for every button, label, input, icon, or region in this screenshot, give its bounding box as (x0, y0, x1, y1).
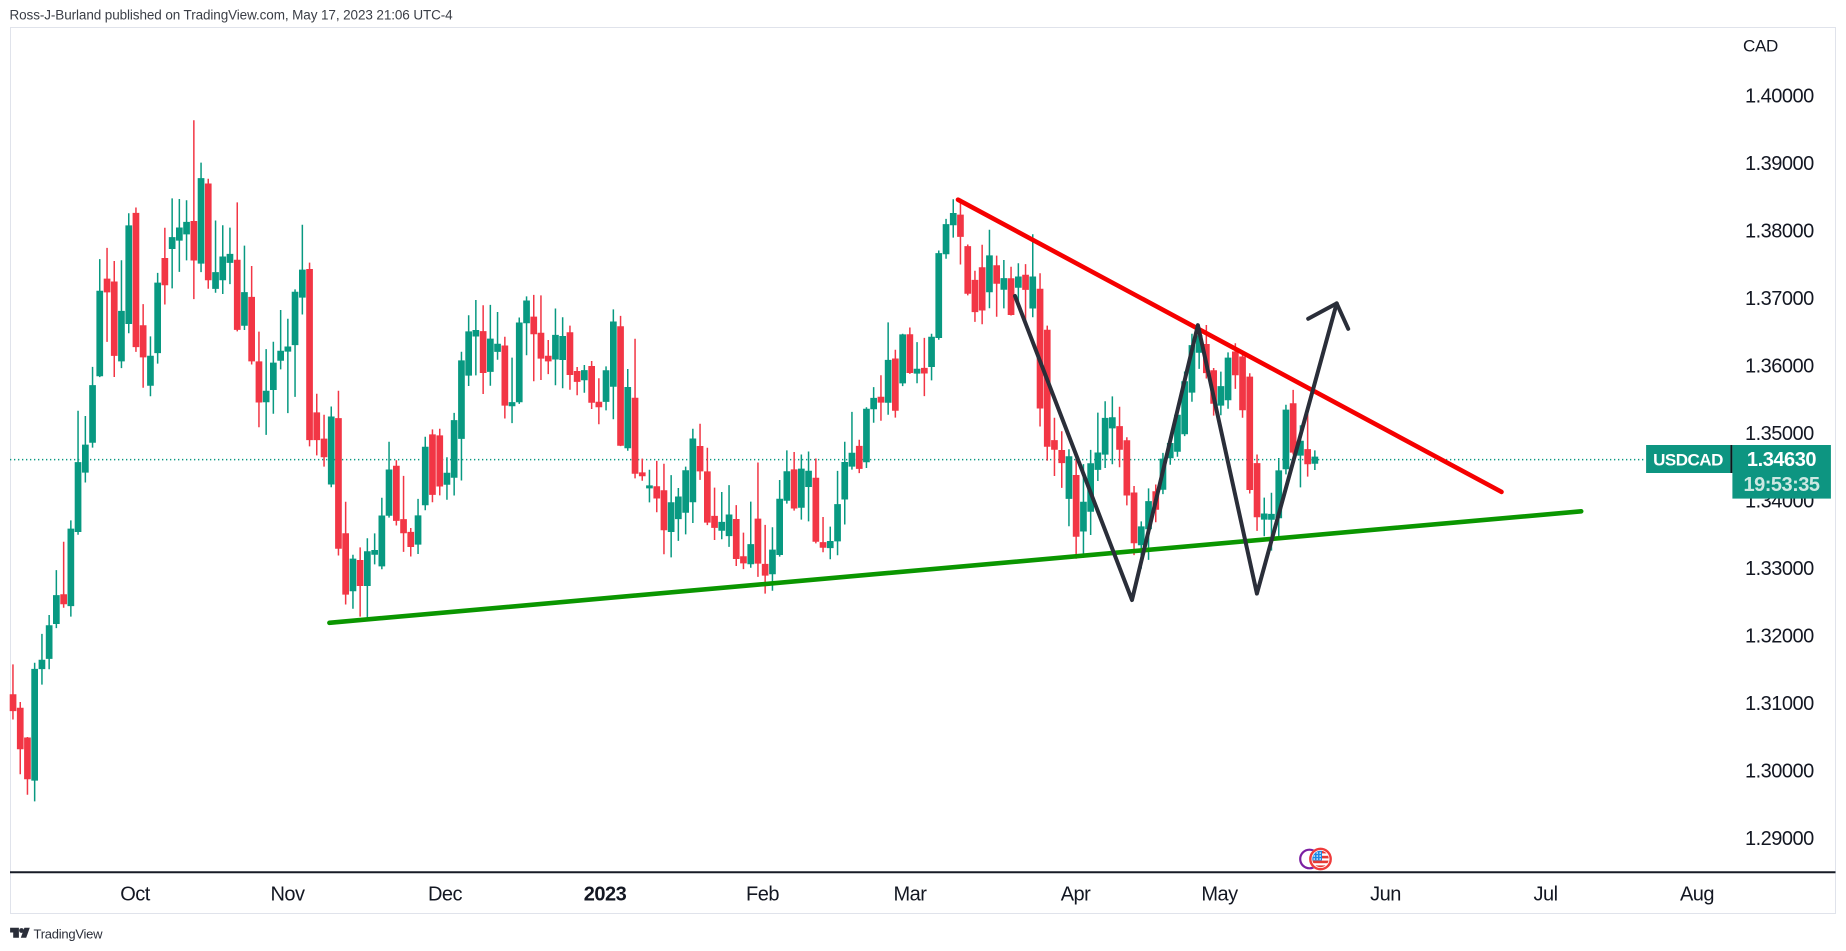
svg-text:Jun: Jun (1370, 884, 1401, 906)
svg-text:1.39000: 1.39000 (1745, 153, 1814, 175)
svg-text:1.40000: 1.40000 (1745, 86, 1814, 108)
svg-text:Aug: Aug (1680, 884, 1714, 906)
svg-text:1.32000: 1.32000 (1745, 626, 1814, 648)
svg-text:1.36000: 1.36000 (1745, 356, 1814, 378)
svg-text:1.29000: 1.29000 (1745, 828, 1814, 850)
svg-text:Nov: Nov (270, 884, 305, 906)
svg-text:1.37000: 1.37000 (1745, 288, 1814, 310)
svg-text:1.38000: 1.38000 (1745, 221, 1814, 243)
svg-text:19:53:35: 19:53:35 (1743, 474, 1819, 496)
svg-text:Oct: Oct (120, 884, 151, 906)
svg-text:Jul: Jul (1533, 884, 1557, 906)
svg-text:May: May (1201, 884, 1238, 906)
svg-text:Mar: Mar (894, 884, 928, 906)
svg-text:CAD: CAD (1743, 37, 1778, 56)
svg-text:Feb: Feb (746, 884, 779, 906)
svg-text:1.31000: 1.31000 (1745, 693, 1814, 715)
svg-text:1.33000: 1.33000 (1745, 558, 1814, 580)
svg-text:Dec: Dec (428, 884, 463, 906)
svg-text:1.35000: 1.35000 (1745, 423, 1814, 445)
svg-text:2023: 2023 (584, 884, 627, 906)
svg-text:USDCAD: USDCAD (1653, 450, 1723, 469)
svg-text:1.34630: 1.34630 (1747, 449, 1816, 471)
svg-text:TradingView: TradingView (34, 927, 104, 942)
svg-text:1.30000: 1.30000 (1745, 761, 1814, 783)
svg-text:Ross-J-Burland published on Tr: Ross-J-Burland published on TradingView.… (10, 8, 454, 23)
svg-text:Apr: Apr (1061, 884, 1091, 906)
